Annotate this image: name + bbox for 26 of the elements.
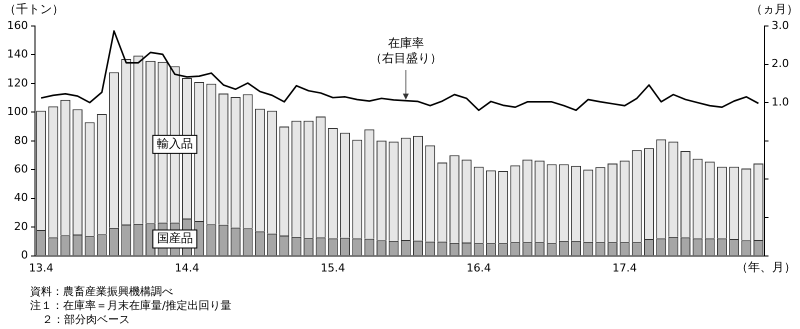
y2-axis-title: （ヵ月） (750, 2, 799, 16)
x-tick-label: 16.4 (466, 261, 492, 274)
y-axis-title: （千トン） (4, 2, 64, 16)
y-tick-label: 160 (6, 18, 28, 32)
x-tick-label: 14.4 (174, 261, 200, 274)
y2-tick-label: 1.0 (772, 95, 790, 108)
y2-tick-label: 3.0 (772, 18, 790, 32)
y-tick-label: 140 (6, 48, 28, 61)
y-tick-label: 80 (14, 134, 28, 147)
series-label: 国産品 (156, 231, 193, 246)
y-tick-label: 120 (6, 76, 28, 90)
text: 在庫率（右目盛り） (370, 36, 442, 66)
y-tick-label: 60 (14, 162, 28, 176)
y-tick-label: 20 (14, 220, 28, 233)
x-tick-label: 15.4 (320, 261, 346, 274)
series-label: 輸入品 (156, 136, 193, 151)
text: ２：部分肉ベース (41, 313, 131, 327)
y-tick-label: 40 (14, 191, 28, 204)
y-tick-label: 100 (6, 105, 28, 118)
y2-tick-label: 2.0 (772, 57, 790, 70)
y-tick-label: 0 (20, 248, 28, 262)
x-axis-title: （年、月） (736, 260, 796, 274)
text: 注１：在庫率＝月末在庫量/推定出回り量 (30, 299, 233, 313)
x-tick-label: 13.4 (28, 261, 54, 274)
text: 資料：農畜産業振興機構調べ (30, 285, 174, 299)
x-tick-label: 17.4 (612, 261, 637, 274)
